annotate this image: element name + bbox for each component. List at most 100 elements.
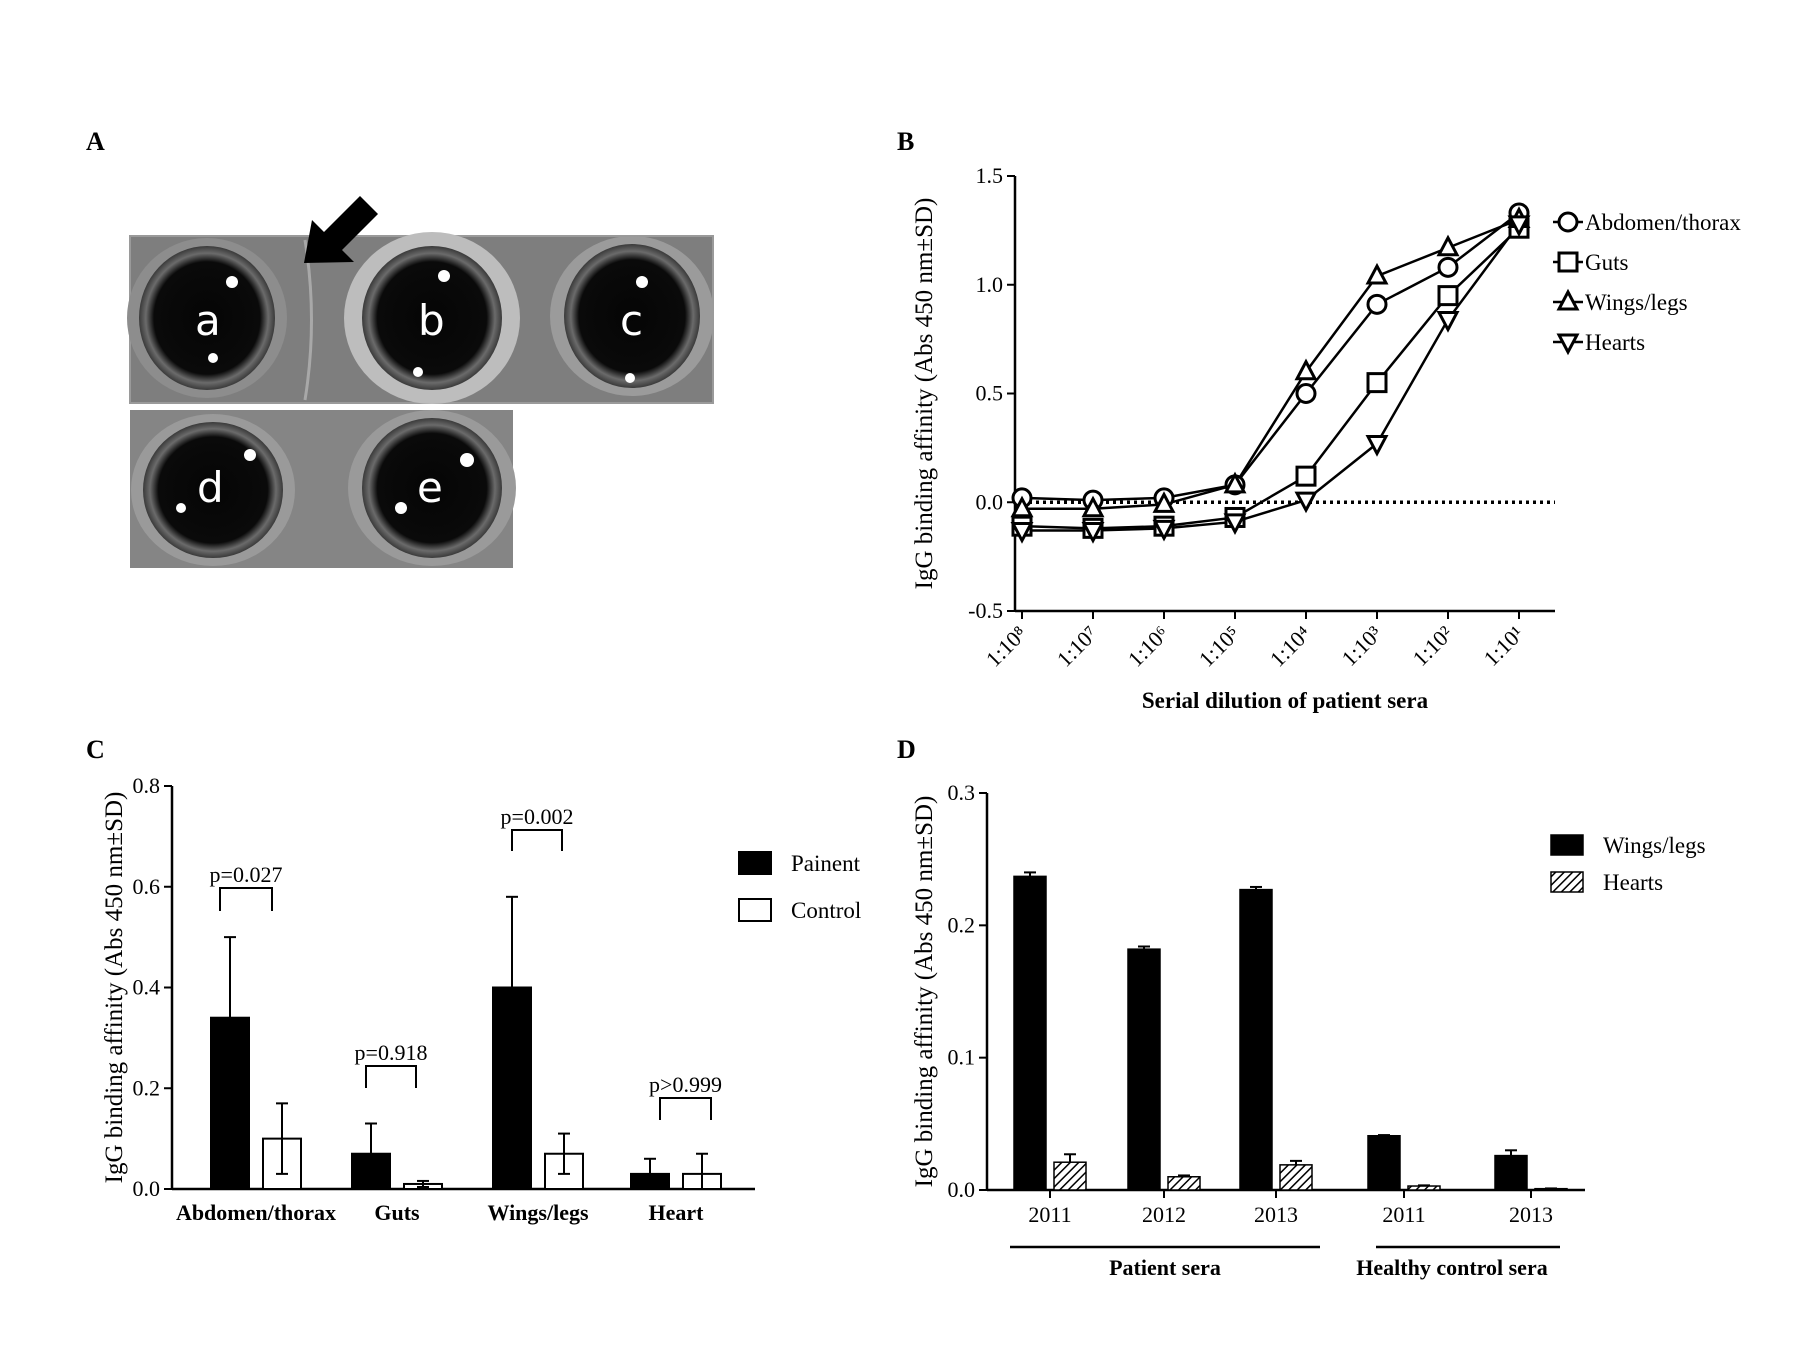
panel-b-point-hearts [1294, 491, 1318, 514]
panel-d-bar-hearts-2 [1279, 1164, 1313, 1191]
panel-d-y-tick-label: 0.3 [948, 780, 976, 805]
panel-d-bar-hearts-4 [1534, 1187, 1568, 1191]
panel-b-point-guts [1366, 372, 1388, 394]
panel-c-legend-swatch-painent [738, 851, 772, 875]
panel-b-x-tick-label: 1:10⁵ [1194, 621, 1245, 672]
panel-letter-c: C [86, 735, 105, 764]
panel-b-x-tick-label: 1:10⁷ [1052, 621, 1103, 672]
panel-c-bar-painent-heart [630, 1172, 670, 1190]
panel-c-bar-painent-guts [351, 1152, 391, 1191]
panel-b-x-tick-label: 1:10⁶ [1123, 621, 1174, 672]
panel-b-x-tick-label: 1:10⁸ [981, 621, 1032, 672]
panel-c-y-axis-label: IgG binding affinity (Abs 450 nm±SD) [101, 792, 128, 1184]
panel-letter-d: D [897, 735, 916, 764]
panel-b-point-hearts [1436, 311, 1460, 333]
well-label-d: d [197, 463, 224, 512]
panel-d-group-label-patient-sera: Patient sera [1109, 1255, 1221, 1280]
panel-b-y-tick-label: 1.0 [976, 272, 1004, 297]
panel-b-point-wings-legs [1152, 491, 1176, 513]
panel-b-point-wings-legs [1081, 495, 1105, 518]
well-b [362, 246, 502, 390]
panel-c-legend-label-control: Control [791, 898, 861, 923]
panel-b-x-axis-label: Serial dilution of patient sera [1142, 688, 1429, 713]
panel-b-y-axis-label: IgG binding affinity (Abs 450 nm±SD) [911, 198, 938, 590]
panel-b-point-abdomen-thorax [1366, 293, 1388, 315]
panel-b-legend-label-abdomen-thorax: Abdomen/thorax [1585, 210, 1741, 235]
panel-letter-b: B [897, 127, 914, 156]
panel-d-bar-wings-legs-2 [1239, 888, 1273, 1191]
well-c [564, 244, 700, 388]
panel-b-legend-label-wings-legs: Wings/legs [1585, 290, 1688, 315]
panel-d-x-tick-label: 2013 [1509, 1202, 1553, 1227]
panel-b-x-tick-label: 1:10² [1408, 621, 1458, 671]
panel-b-point-wings-legs [1294, 358, 1318, 381]
panel-b-y-tick-label: 1.5 [976, 163, 1004, 188]
panel-c-p-value-label: p=0.918 [355, 1040, 428, 1065]
panel-b-legend-marker-hearts [1556, 333, 1580, 356]
panel-b-legend-marker-abdomen-thorax [1557, 211, 1579, 233]
panel-c-legend-swatch-control [738, 898, 772, 922]
panel-c-x-tick-label-guts: Guts [374, 1200, 420, 1225]
panel-b-legend-label-hearts: Hearts [1585, 330, 1645, 355]
panel-c-significance-bracket [219, 887, 273, 911]
panel-d-x-tick-label: 2011 [1382, 1202, 1425, 1227]
panel-b-y-tick-label: 0.0 [976, 489, 1004, 514]
panel-d-legend-swatch-hearts [1550, 871, 1584, 893]
panel-b-point-hearts [1010, 522, 1034, 544]
panel-b-point-wings-legs [1010, 495, 1034, 518]
panel-c-y-tick-label: 0.4 [133, 975, 161, 1000]
panel-c-y-tick-label: 0.6 [133, 874, 161, 899]
panel-b-series-line-wings-legs [1022, 218, 1520, 511]
panel-b-point-wings-legs [1365, 262, 1389, 285]
panel-b-x-tick-label: 1:10³ [1337, 621, 1387, 671]
panel-c-bar-painent-wings-legs [492, 986, 532, 1190]
panel-b-point-hearts [1152, 519, 1176, 542]
panel-d-x-tick-label: 2012 [1142, 1202, 1186, 1227]
pointer-arrow [304, 196, 378, 263]
panel-d-bar-wings-legs-0 [1013, 875, 1047, 1191]
panel-d-x-tick-label: 2013 [1254, 1202, 1298, 1227]
panel-d-bar-wings-legs-3 [1367, 1134, 1401, 1191]
panel-b-point-guts [1295, 465, 1317, 487]
panel-b-series-line-hearts [1022, 223, 1521, 532]
panel-d-y-tick-label: 0.0 [948, 1177, 976, 1202]
panel-b-point-abdomen-thorax [1295, 383, 1317, 404]
panel-b-point-hearts [1081, 522, 1105, 544]
panel-c-y-tick-label: 0.8 [133, 773, 161, 798]
panel-d-bar-wings-legs-1 [1127, 948, 1161, 1191]
panel-d-group-label-healthy-control-sera: Healthy control sera [1356, 1255, 1547, 1280]
well-label-b: b [418, 296, 445, 345]
panel-c-y-tick-label: 0.2 [133, 1075, 161, 1100]
panel-b-legend-label-guts: Guts [1585, 250, 1629, 275]
panel-letter-a: A [86, 127, 105, 156]
well-label-c: c [620, 296, 643, 345]
well-label-a: a [195, 296, 221, 345]
panel-b-point-wings-legs [1436, 234, 1460, 257]
panel-b-point-abdomen-thorax [1437, 256, 1459, 278]
panel-d-x-tick-label: 2011 [1028, 1202, 1071, 1227]
panel-c-bar-painent-abdomen-thorax [210, 1016, 250, 1190]
panel-b-y-tick-label: -0.5 [968, 598, 1003, 623]
panel-c-legend-label-painent: Painent [791, 851, 861, 876]
panel-c-x-tick-label-heart: Heart [649, 1200, 705, 1225]
panel-d-bar-hearts-0 [1053, 1161, 1087, 1191]
panel-d-bar-hearts-1 [1167, 1176, 1201, 1191]
panel-c-significance-bracket [511, 829, 563, 851]
panel-d-bar-hearts-3 [1407, 1185, 1441, 1191]
panel-d-bar-wings-legs-4 [1494, 1154, 1528, 1191]
panel-b-x-tick-label: 1:10¹ [1479, 621, 1529, 671]
panel-d-bar-chart: 0.0 0.1 0.2 0.3 2011 2012 2013 2011 2013 Patient … [911, 780, 1706, 1280]
panel-b-series-line-abdomen-thorax [1021, 211, 1520, 502]
well-a [139, 246, 275, 390]
panel-c-significance-bracket [365, 1065, 417, 1088]
panel-b-point-wings-legs [1223, 471, 1247, 494]
panel-b-series-line-guts [1021, 227, 1520, 530]
panel-b-point-hearts [1365, 435, 1389, 457]
panel-c-significance-bracket [659, 1097, 712, 1120]
panel-c-y-tick-label: 0.0 [133, 1176, 161, 1201]
panel-d-y-tick-label: 0.1 [948, 1045, 976, 1070]
panel-b-line-chart: -0.5 0.0 0.5 1.0 1.5 1:10⁸ 1:10⁷ 1:10⁶ 1:10⁵ 1:10… [911, 163, 1741, 713]
panel-b-point-hearts [1223, 513, 1247, 536]
panel-c-p-value-label: p=0.027 [210, 862, 283, 887]
panel-b-x-tick-label: 1:10⁴ [1265, 621, 1316, 672]
